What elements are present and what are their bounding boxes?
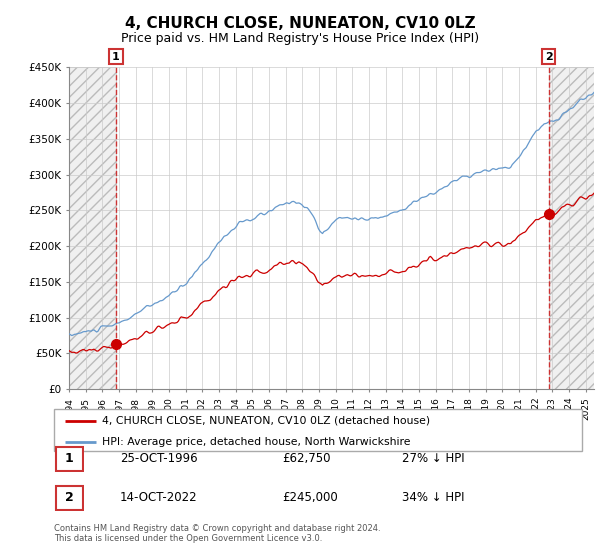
Text: 2: 2 [545, 52, 553, 62]
Text: 14-OCT-2022: 14-OCT-2022 [120, 491, 197, 505]
Text: 25-OCT-1996: 25-OCT-1996 [120, 452, 197, 465]
Text: Price paid vs. HM Land Registry's House Price Index (HPI): Price paid vs. HM Land Registry's House … [121, 32, 479, 45]
Text: Contains HM Land Registry data © Crown copyright and database right 2024.
This d: Contains HM Land Registry data © Crown c… [54, 524, 380, 543]
FancyBboxPatch shape [56, 446, 83, 471]
FancyBboxPatch shape [56, 486, 83, 510]
FancyBboxPatch shape [54, 409, 582, 451]
Bar [549, 67, 600, 389]
Text: 34% ↓ HPI: 34% ↓ HPI [402, 491, 464, 505]
Text: 1: 1 [65, 452, 73, 465]
Bar [69, 67, 116, 389]
Text: £62,750: £62,750 [282, 452, 331, 465]
Text: 27% ↓ HPI: 27% ↓ HPI [402, 452, 464, 465]
Text: 4, CHURCH CLOSE, NUNEATON, CV10 0LZ (detached house): 4, CHURCH CLOSE, NUNEATON, CV10 0LZ (det… [101, 416, 430, 426]
Text: HPI: Average price, detached house, North Warwickshire: HPI: Average price, detached house, Nort… [101, 437, 410, 446]
Text: £245,000: £245,000 [282, 491, 338, 505]
Text: 1: 1 [112, 52, 120, 62]
Text: 2: 2 [65, 491, 73, 505]
Text: 4, CHURCH CLOSE, NUNEATON, CV10 0LZ: 4, CHURCH CLOSE, NUNEATON, CV10 0LZ [125, 16, 475, 31]
